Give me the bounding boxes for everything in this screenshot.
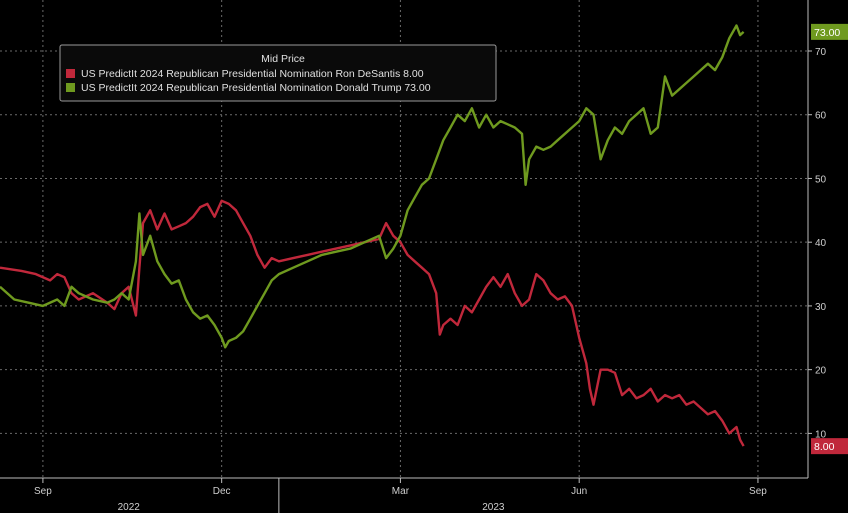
series-lines <box>0 24 745 447</box>
y-tick-label: 50 <box>815 174 827 185</box>
y-tick-label: 10 <box>815 429 827 440</box>
year-label: 2022 <box>118 502 141 513</box>
last-value-label: 73.00 <box>814 27 840 39</box>
y-tick-label: 70 <box>815 47 827 58</box>
x-tick-label: Jun <box>571 486 587 497</box>
legend-entry-0: US PredictIt 2024 Republican Presidentia… <box>81 68 424 80</box>
x-tick-label: Mar <box>392 486 410 497</box>
legend-swatch <box>66 69 75 78</box>
y-tick-label: 60 <box>815 111 827 122</box>
last-value-badge <box>811 23 848 40</box>
series-line-1 <box>0 24 745 349</box>
y-tick-label: 20 <box>815 366 827 377</box>
x-tick-label: Sep <box>34 486 52 497</box>
series-line-0 <box>0 199 745 447</box>
legend: Mid Price US PredictIt 2024 Republican Pr… <box>59 44 497 102</box>
legend-title: Mid Price <box>261 53 305 65</box>
year-label: 2023 <box>482 502 505 513</box>
last-value-badge <box>811 438 848 455</box>
x-tick-label: Dec <box>213 486 231 497</box>
x-tick-label: Sep <box>749 486 767 497</box>
legend-swatch <box>66 83 75 92</box>
y-tick-label: 30 <box>815 302 827 313</box>
legend-entry-1: US PredictIt 2024 Republican Presidentia… <box>81 82 431 94</box>
legend-box <box>59 44 497 102</box>
y-tick-label: 40 <box>815 238 827 249</box>
last-value-label: 8.00 <box>814 441 835 453</box>
